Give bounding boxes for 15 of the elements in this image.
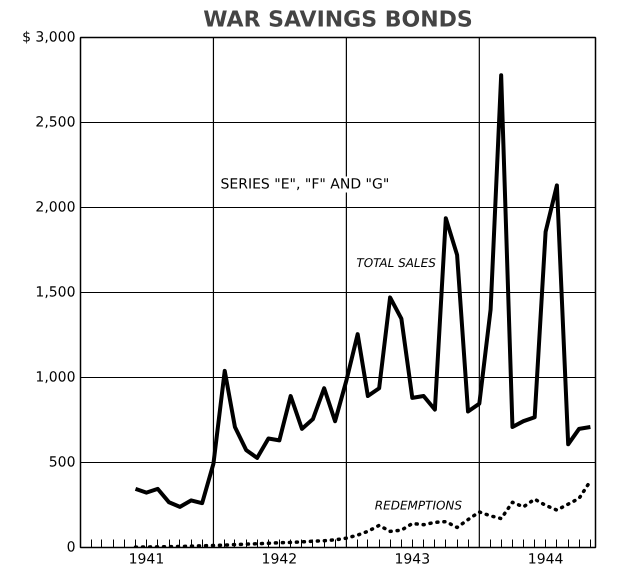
y-tick-label: 1,500 — [35, 284, 76, 300]
y-tick-label: 2,000 — [35, 200, 76, 216]
x-tick-label: 1944 — [528, 552, 564, 568]
y-tick-label: 0 — [66, 540, 76, 556]
y-tick-label: 2,500 — [35, 114, 76, 130]
series-label: REDEMPTIONS — [374, 498, 462, 513]
y-tick-label: 500 — [48, 454, 76, 470]
text: SERIES "E", "F" AND "G" — [220, 176, 390, 192]
y-tick-label: $ 3,000 — [22, 30, 76, 46]
y-tick-label: 1,000 — [35, 370, 76, 386]
x-tick-label: 1943 — [394, 552, 430, 568]
chart-title: WAR SAVINGS BONDS — [203, 8, 473, 32]
x-tick-label: 1942 — [262, 552, 298, 568]
series-label: TOTAL SALES — [356, 256, 436, 270]
x-tick-label: 1941 — [128, 552, 164, 568]
